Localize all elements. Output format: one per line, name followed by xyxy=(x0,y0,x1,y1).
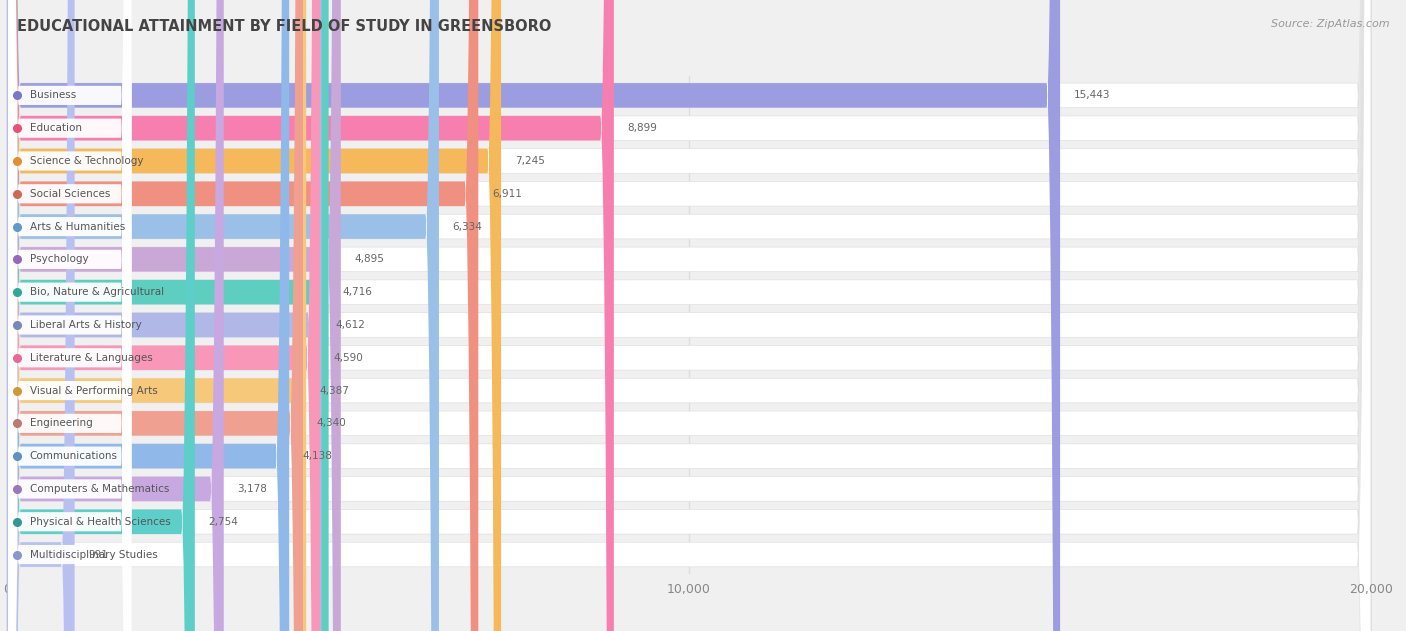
Text: Visual & Performing Arts: Visual & Performing Arts xyxy=(30,386,157,396)
FancyBboxPatch shape xyxy=(7,0,302,631)
FancyBboxPatch shape xyxy=(7,0,329,631)
FancyBboxPatch shape xyxy=(8,0,131,631)
Text: Literature & Languages: Literature & Languages xyxy=(30,353,152,363)
FancyBboxPatch shape xyxy=(7,0,1371,631)
FancyBboxPatch shape xyxy=(8,0,131,631)
Text: 15,443: 15,443 xyxy=(1074,90,1111,100)
FancyBboxPatch shape xyxy=(7,0,1371,631)
Text: Science & Technology: Science & Technology xyxy=(30,156,143,166)
FancyBboxPatch shape xyxy=(7,0,1060,631)
FancyBboxPatch shape xyxy=(8,0,131,631)
FancyBboxPatch shape xyxy=(7,0,1371,631)
FancyBboxPatch shape xyxy=(7,0,1371,631)
FancyBboxPatch shape xyxy=(8,0,131,631)
Text: 4,716: 4,716 xyxy=(342,287,373,297)
FancyBboxPatch shape xyxy=(8,0,131,631)
FancyBboxPatch shape xyxy=(7,0,195,631)
Text: Education: Education xyxy=(30,123,82,133)
FancyBboxPatch shape xyxy=(7,0,478,631)
Text: Psychology: Psychology xyxy=(30,254,89,264)
FancyBboxPatch shape xyxy=(7,0,340,631)
Text: EDUCATIONAL ATTAINMENT BY FIELD OF STUDY IN GREENSBORO: EDUCATIONAL ATTAINMENT BY FIELD OF STUDY… xyxy=(17,19,551,34)
Text: 6,911: 6,911 xyxy=(492,189,522,199)
Text: 4,590: 4,590 xyxy=(333,353,363,363)
FancyBboxPatch shape xyxy=(7,0,1371,631)
FancyBboxPatch shape xyxy=(7,0,439,631)
FancyBboxPatch shape xyxy=(7,0,1371,631)
FancyBboxPatch shape xyxy=(8,0,131,631)
Text: Social Sciences: Social Sciences xyxy=(30,189,110,199)
Text: 4,895: 4,895 xyxy=(354,254,384,264)
FancyBboxPatch shape xyxy=(8,0,131,631)
Text: Engineering: Engineering xyxy=(30,418,93,428)
FancyBboxPatch shape xyxy=(7,0,501,631)
FancyBboxPatch shape xyxy=(8,0,131,631)
FancyBboxPatch shape xyxy=(8,0,131,631)
FancyBboxPatch shape xyxy=(8,0,131,631)
FancyBboxPatch shape xyxy=(7,0,1371,631)
FancyBboxPatch shape xyxy=(7,0,1371,631)
Text: Computers & Mathematics: Computers & Mathematics xyxy=(30,484,169,494)
FancyBboxPatch shape xyxy=(7,0,1371,631)
Text: 4,387: 4,387 xyxy=(319,386,350,396)
Text: Source: ZipAtlas.com: Source: ZipAtlas.com xyxy=(1271,19,1389,29)
Text: 3,178: 3,178 xyxy=(238,484,267,494)
FancyBboxPatch shape xyxy=(7,0,1371,631)
FancyBboxPatch shape xyxy=(7,0,224,631)
Text: 991: 991 xyxy=(89,550,108,560)
Text: Arts & Humanities: Arts & Humanities xyxy=(30,221,125,232)
FancyBboxPatch shape xyxy=(7,0,75,631)
FancyBboxPatch shape xyxy=(8,0,131,631)
Text: Communications: Communications xyxy=(30,451,118,461)
Text: Bio, Nature & Agricultural: Bio, Nature & Agricultural xyxy=(30,287,163,297)
Text: Business: Business xyxy=(30,90,76,100)
FancyBboxPatch shape xyxy=(7,0,1371,631)
FancyBboxPatch shape xyxy=(7,0,1371,631)
FancyBboxPatch shape xyxy=(7,0,290,631)
Text: 4,138: 4,138 xyxy=(302,451,333,461)
Text: 2,754: 2,754 xyxy=(208,517,239,527)
Text: 4,340: 4,340 xyxy=(316,418,346,428)
FancyBboxPatch shape xyxy=(7,0,1371,631)
FancyBboxPatch shape xyxy=(7,0,614,631)
FancyBboxPatch shape xyxy=(7,0,1371,631)
Text: Physical & Health Sciences: Physical & Health Sciences xyxy=(30,517,170,527)
Text: 7,245: 7,245 xyxy=(515,156,544,166)
FancyBboxPatch shape xyxy=(7,0,321,631)
FancyBboxPatch shape xyxy=(7,0,307,631)
FancyBboxPatch shape xyxy=(7,0,1371,631)
Text: 8,899: 8,899 xyxy=(627,123,658,133)
Text: Liberal Arts & History: Liberal Arts & History xyxy=(30,320,141,330)
FancyBboxPatch shape xyxy=(8,0,131,631)
Text: 4,612: 4,612 xyxy=(335,320,366,330)
FancyBboxPatch shape xyxy=(8,0,131,631)
FancyBboxPatch shape xyxy=(8,0,131,631)
Text: Multidisciplinary Studies: Multidisciplinary Studies xyxy=(30,550,157,560)
FancyBboxPatch shape xyxy=(7,0,322,631)
FancyBboxPatch shape xyxy=(8,0,131,631)
Text: 6,334: 6,334 xyxy=(453,221,482,232)
